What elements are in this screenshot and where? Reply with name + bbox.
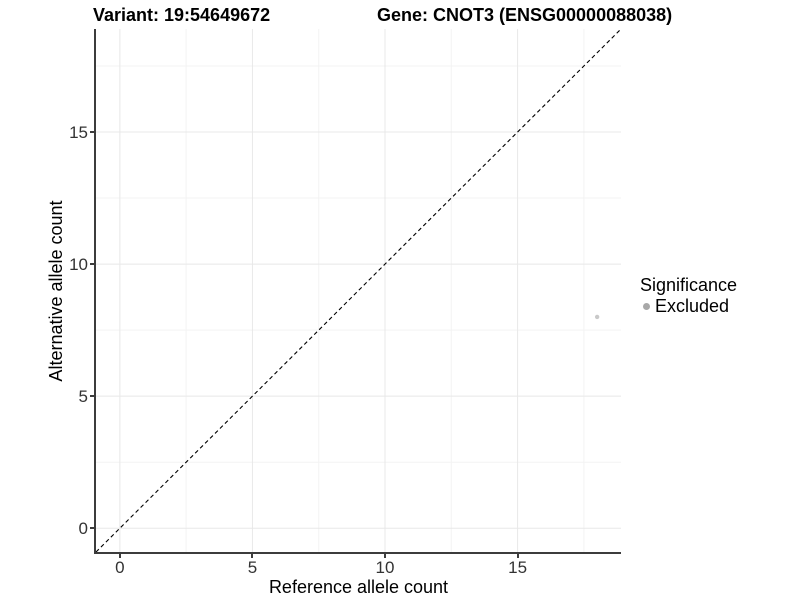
x-tick-mark — [251, 554, 254, 558]
legend-items: Excluded — [640, 297, 737, 315]
legend-title: Significance — [640, 275, 738, 295]
x-tick-mark — [118, 554, 121, 558]
y-axis-title: Alternative allele count — [46, 200, 66, 382]
x-axis-title: Reference allele count — [268, 577, 449, 597]
x-tick-label: 5 — [247, 558, 258, 577]
plot-panel — [94, 29, 621, 554]
identity-line — [96, 29, 621, 552]
legend-key-dot-icon — [643, 302, 650, 310]
plot-title-gene: Gene: CNOT3 (ENSG00000088038) — [377, 5, 673, 25]
y-tick-mark — [90, 527, 94, 530]
x-tick-label: 0 — [115, 558, 125, 577]
data-point — [594, 314, 600, 320]
x-tick-label: 15 — [508, 558, 528, 577]
plot-title-variant: Variant: 19:54649672 — [93, 5, 271, 25]
y-tick-mark — [90, 263, 94, 266]
x-tick-mark — [516, 554, 519, 558]
y-tick-mark — [90, 395, 94, 398]
y-tick-label: 0 — [78, 519, 88, 539]
plot-area — [96, 29, 621, 552]
x-tick-label: 10 — [375, 558, 395, 577]
y-tick-label: 10 — [69, 255, 88, 275]
legend: Significance Excluded — [640, 275, 738, 316]
x-tick-mark — [384, 554, 386, 558]
legend-item: Excluded — [643, 297, 737, 315]
y-tick-mark — [90, 131, 94, 133]
y-tick-label: 5 — [78, 387, 88, 407]
legend-item-label: Excluded — [655, 296, 730, 316]
y-tick-label: 15 — [69, 123, 88, 142]
